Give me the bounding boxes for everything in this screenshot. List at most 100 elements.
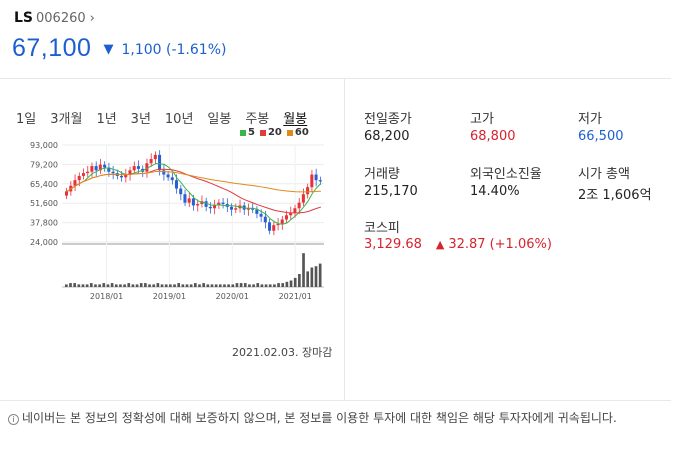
x-tick-label: 2019/01 [153,292,186,301]
tab-1y[interactable]: 1년 [96,112,117,127]
price-change-value: 1,100 [121,42,162,58]
tab-3y[interactable]: 3년 [130,112,151,127]
tab-10y[interactable]: 10년 [164,112,194,127]
volume-bar [156,283,160,287]
volume-bar [210,284,214,287]
volume-bar [123,284,126,287]
legend-ma5: 5 [240,127,255,138]
candle-body [284,215,288,220]
volume-bar [264,284,268,287]
prev-close: 전일종가 68,200 [364,108,412,144]
volume-bar [177,283,181,287]
market-cap: 시가 총액 2조 1,606억 [578,163,652,203]
volume-bar [302,253,305,287]
stock-code: 006260 [36,10,86,26]
volume-bar [268,284,272,287]
x-tick-label: 2021/01 [279,292,312,301]
legend-ma20: 20 [259,127,282,138]
candle-body [94,166,98,171]
candle-body [179,188,183,195]
volume-bar [85,284,89,287]
candle-body [107,167,111,172]
volume-bar [189,284,193,287]
volume-bar [110,283,114,287]
candle-body [318,180,322,182]
prev-close-label: 전일종가 [364,112,412,127]
kospi-label[interactable]: 코스피 [364,221,400,236]
volume-bar [135,284,139,287]
candle-body [158,154,162,171]
volume-bar [306,271,310,287]
y-tick-label: 37,800 [30,219,58,228]
price-row: 67,100 ▼ 1,100 (-1.61%) [12,34,226,63]
candle-body [217,202,221,206]
volume-bar [214,284,218,287]
stock-header[interactable]: LS 006260 › [14,8,95,28]
volume-bar [173,284,176,287]
volume-bar [139,283,143,287]
volume-bar [310,267,314,287]
volume-bar [69,283,72,287]
market-cap-label: 시가 총액 [578,167,630,182]
low-label: 저가 [578,112,602,127]
candle-body [81,173,85,176]
prev-close-value: 68,200 [364,129,410,144]
volume-bar [227,284,230,287]
volume-bar [293,277,297,287]
x-tick-label: 2018/01 [90,292,123,301]
volume-bars [65,253,322,287]
ma-line-60 [66,170,321,193]
candle-body [259,213,263,217]
stock-name[interactable]: LS [14,10,34,26]
candle-body [289,212,293,216]
candle-body [111,171,115,174]
candle-body [263,216,267,223]
candle-body [128,170,132,175]
candle-body [280,219,284,224]
candle-body [145,163,149,172]
volume-bar [256,283,260,287]
stock-chart[interactable]: 93,000 79,200 65,400 51,600 37,800 24,000 201… [14,137,344,307]
candle-body [213,205,217,209]
volume-bar [277,283,280,287]
volume-value: 215,170 [364,184,418,199]
candle-body [166,174,170,178]
foreign-value: 14.40% [470,184,520,199]
tab-3m[interactable]: 3개월 [50,112,83,127]
candle-body [251,208,255,210]
tab-daily[interactable]: 일봉 [207,112,232,127]
y-tick-label: 24,000 [30,238,58,247]
period-tabs: 1일 3개월 1년 3년 10년 일봉 주봉 월봉 [16,108,321,127]
volume-bar [152,284,156,287]
divider-bottom [0,400,671,401]
chevron-right-icon[interactable]: › [89,10,95,26]
candle-body [301,194,305,203]
volume-bar [73,283,76,287]
tab-weekly[interactable]: 주봉 [245,112,270,127]
candle-body [187,198,191,203]
high-label: 고가 [470,112,494,127]
high-price: 고가 68,800 [470,108,516,144]
volume-bar [185,284,189,287]
candle-body [77,175,81,181]
disclaimer-text: 네이버는 본 정보의 정확성에 대해 보증하지 않으며, 본 정보를 이용한 투… [22,411,617,425]
candle-body [90,166,94,172]
tab-monthly[interactable]: 월봉 [283,112,308,127]
volume-bar [202,283,205,287]
volume-bar [235,283,239,287]
candle-body [297,202,301,209]
volume-bar [81,284,85,287]
volume-bar [148,284,151,287]
volume-bar [231,284,235,287]
candle-body [208,206,212,209]
candle-body [132,166,136,171]
candle-body [86,171,90,174]
legend-ma60: 60 [286,127,309,138]
x-tick-label: 2020/01 [216,292,249,301]
kospi-label-block[interactable]: 코스피 [364,217,400,236]
volume-bar [248,284,251,287]
candle-body [276,223,280,226]
tab-1d[interactable]: 1일 [16,112,37,127]
candle-body [65,191,69,196]
volume-bar [218,284,222,287]
